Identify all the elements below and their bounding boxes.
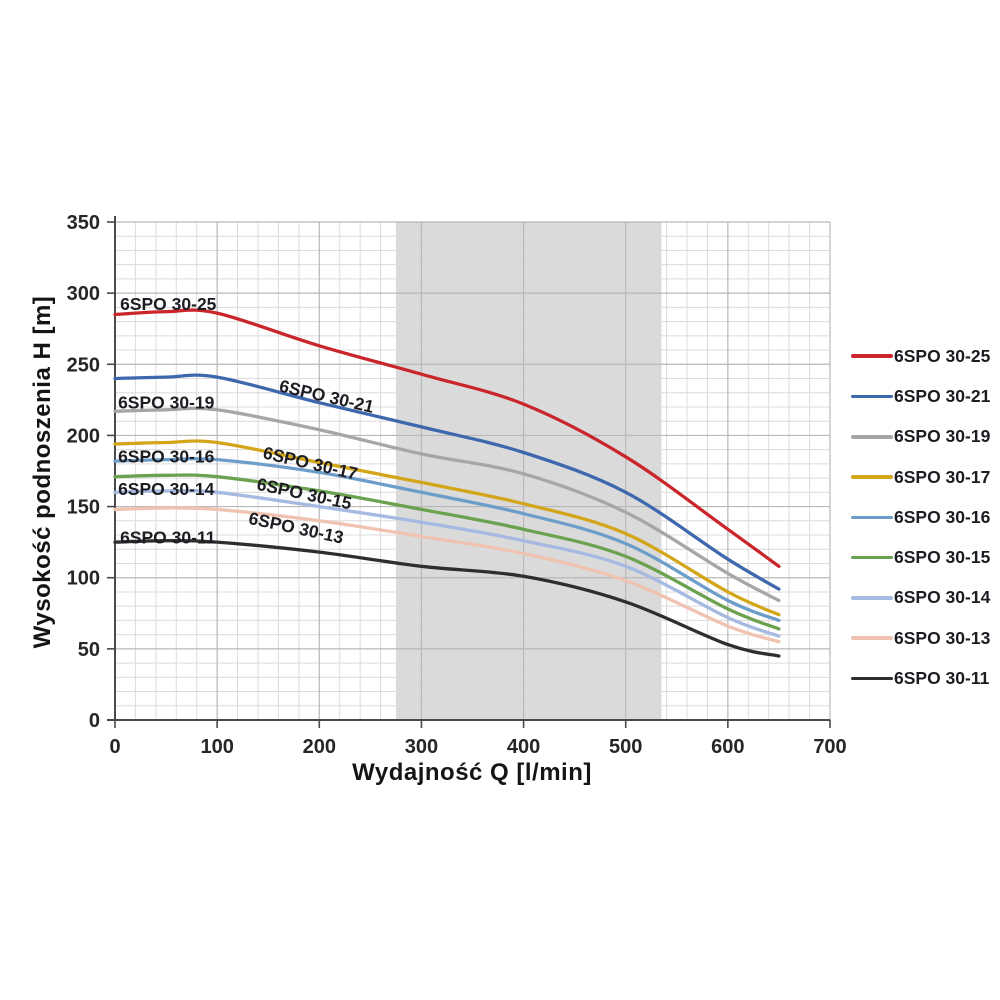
- x-axis-title: Wydajność Q [l/min]: [352, 759, 592, 786]
- legend-label: 6SPO 30-17: [894, 466, 991, 487]
- legend-label: 6SPO 30-11: [894, 668, 990, 689]
- legend-line-swatch: [851, 515, 893, 520]
- curve-label: 6SPO 30-19: [118, 392, 215, 412]
- legend-line-swatch: [851, 475, 893, 479]
- curve-label: 6SPO 30-13: [247, 508, 346, 548]
- y-tick-label: 0: [89, 710, 100, 732]
- y-tick-label: 200: [67, 425, 100, 447]
- curve-label: 6SPO 30-11: [120, 528, 216, 548]
- y-tick-label: 150: [67, 497, 100, 519]
- curve-6spo-30-11: [113, 538, 781, 658]
- legend-item: 6SPO 30-21: [851, 376, 996, 416]
- legend-item: 6SPO 30-11: [851, 658, 996, 698]
- curve-6spo-30-14: [113, 488, 781, 638]
- curve-6spo-30-21: [113, 373, 781, 591]
- x-tick-label: 200: [303, 736, 336, 758]
- legend: 6SPO 30-25 6SPO 30-21 6SPO 30-19 6SPO 30-17…: [851, 336, 996, 699]
- legend-line-swatch: [851, 555, 893, 560]
- curve-6spo-30-25: [113, 308, 781, 568]
- curve-label: 6SPO 30-14: [118, 479, 215, 499]
- y-tick-label: 300: [67, 283, 100, 305]
- curve-label: 6SPO 30-16: [118, 446, 215, 466]
- legend-label: 6SPO 30-15: [894, 547, 991, 568]
- curve-6spo-30-13: [113, 506, 781, 644]
- legend-item: 6SPO 30-16: [851, 497, 996, 537]
- legend-item: 6SPO 30-17: [851, 457, 996, 497]
- y-tick-label: 50: [78, 639, 100, 661]
- y-axis-title: Wysokość podnoszenia H [m]: [29, 295, 56, 649]
- y-tick-label: 100: [67, 568, 100, 590]
- curve-6spo-30-16: [113, 456, 781, 623]
- x-tick-label: 0: [109, 736, 120, 758]
- legend-item: 6SPO 30-19: [851, 417, 996, 457]
- legend-item: 6SPO 30-15: [851, 537, 996, 577]
- tick-labels: 0 50 100 150 200 250 300 350 0 100 200 300 400 500 600…: [67, 212, 847, 758]
- legend-line-swatch: [851, 354, 893, 358]
- legend-line-swatch: [851, 394, 893, 399]
- legend-label: 6SPO 30-19: [894, 426, 991, 447]
- y-tick-label: 250: [67, 354, 100, 376]
- legend-item: 6SPO 30-13: [851, 618, 996, 658]
- curve-6spo-30-19: [113, 406, 781, 603]
- legend-label: 6SPO 30-14: [894, 587, 991, 608]
- legend-label: 6SPO 30-21: [894, 385, 991, 406]
- legend-label: 6SPO 30-13: [894, 627, 991, 648]
- curve-6spo-30-15: [113, 473, 781, 631]
- legend-line-swatch: [851, 676, 893, 681]
- x-tick-label: 700: [813, 736, 846, 758]
- curves: [113, 308, 781, 658]
- legend-line-swatch: [851, 596, 893, 600]
- curve-label: 6SPO 30-21: [278, 376, 377, 417]
- x-tick-label: 500: [609, 736, 642, 758]
- curve-label: 6SPO 30-25: [120, 294, 217, 314]
- y-tick-label: 350: [67, 212, 100, 234]
- legend-item: 6SPO 30-25: [851, 336, 996, 376]
- legend-item: 6SPO 30-14: [851, 578, 996, 618]
- legend-label: 6SPO 30-16: [894, 506, 991, 527]
- x-tick-label: 300: [405, 736, 438, 758]
- legend-label: 6SPO 30-25: [894, 345, 991, 366]
- tick-marks: [107, 221, 831, 728]
- legend-line-swatch: [851, 434, 893, 439]
- axes: [107, 216, 830, 721]
- x-tick-label: 100: [200, 736, 233, 758]
- operating-range-band: [395, 222, 662, 720]
- x-tick-label: 600: [711, 736, 744, 758]
- legend-line-swatch: [851, 636, 893, 641]
- curve-6spo-30-17: [113, 439, 781, 617]
- grid-major: [115, 221, 831, 720]
- x-tick-label: 400: [507, 736, 540, 758]
